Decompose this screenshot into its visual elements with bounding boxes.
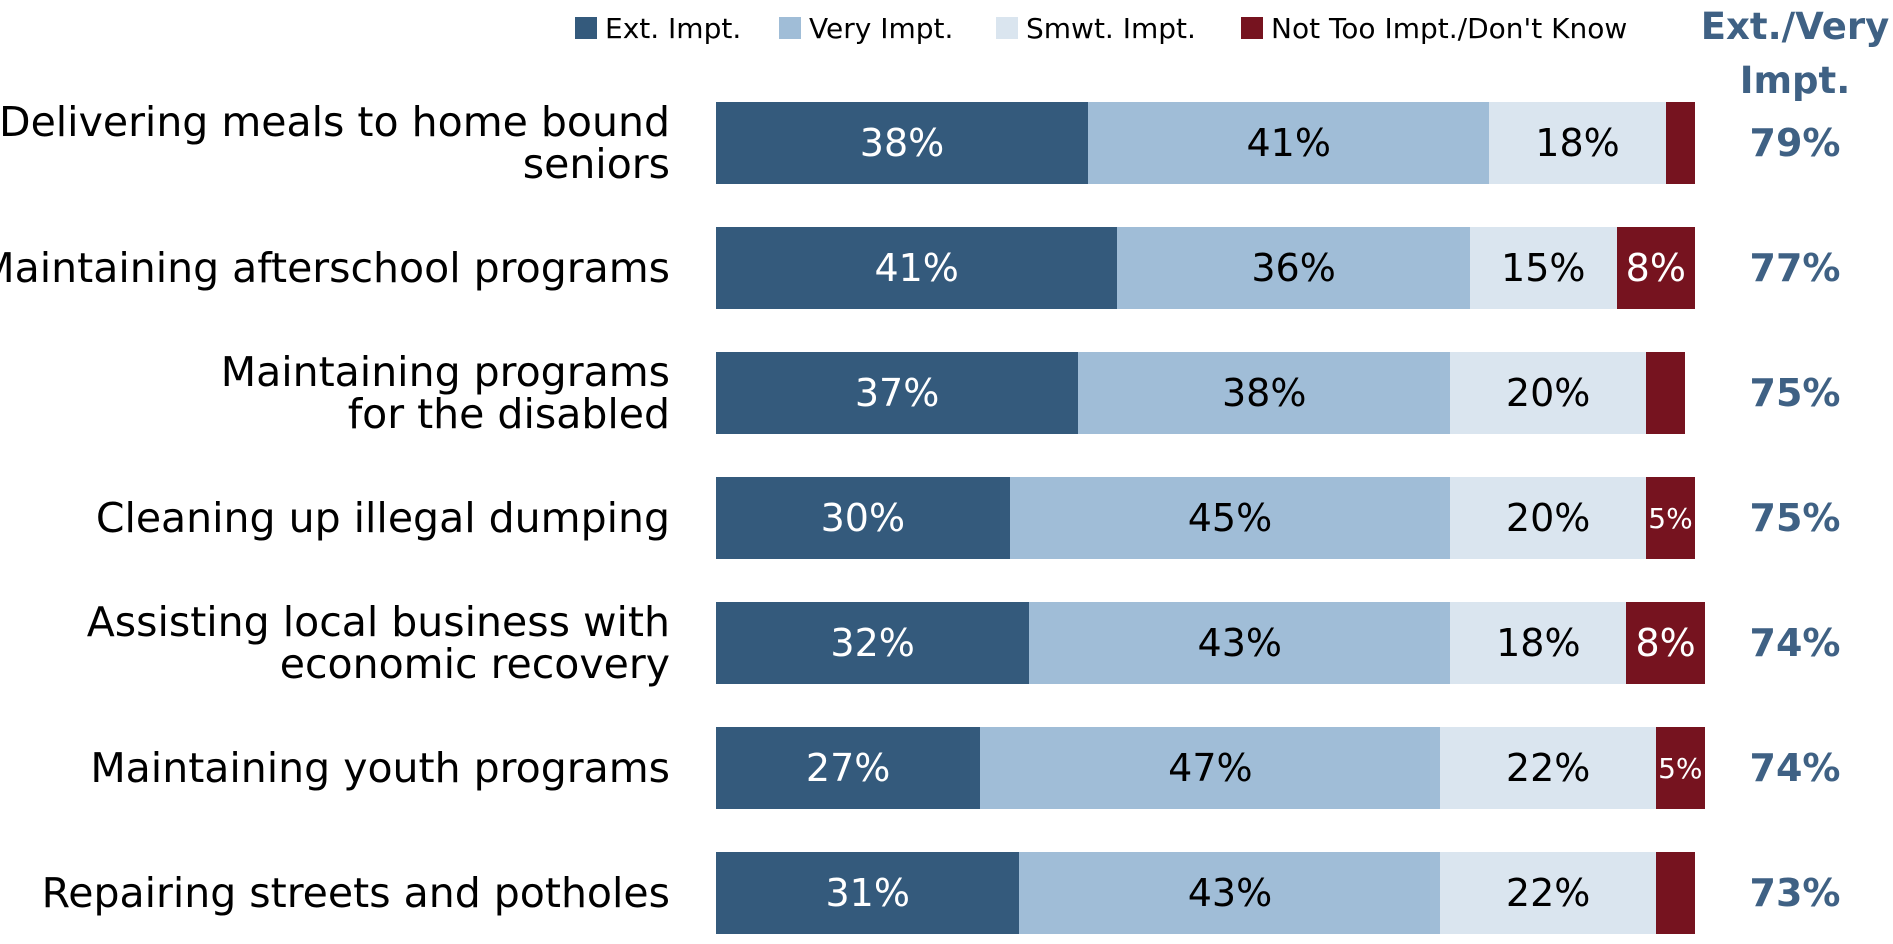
bar-segment: 27% bbox=[716, 727, 981, 809]
legend-swatch bbox=[996, 17, 1018, 39]
net-value: 77% bbox=[1749, 246, 1841, 290]
net-value: 74% bbox=[1749, 621, 1841, 665]
bar-segment: 47% bbox=[980, 727, 1441, 809]
value-label: 30% bbox=[820, 496, 906, 540]
value-label: 31% bbox=[825, 871, 910, 915]
bar-segment: 5% bbox=[1655, 727, 1705, 809]
bar-segment: 36% bbox=[1117, 227, 1470, 309]
bar-segment: 37% bbox=[716, 352, 1079, 434]
legend-label: Ext. Impt. bbox=[605, 11, 742, 45]
value-label: 18% bbox=[1496, 621, 1581, 665]
bar-segment: 5% bbox=[1646, 477, 1695, 559]
value-label: 45% bbox=[1187, 496, 1273, 540]
value-label: 22% bbox=[1505, 871, 1591, 915]
bar-segment: 15% bbox=[1469, 227, 1617, 309]
net-value: 75% bbox=[1749, 496, 1841, 540]
bar-segment bbox=[1646, 352, 1686, 434]
bar-segment: 18% bbox=[1450, 602, 1627, 684]
bar-segment: 18% bbox=[1489, 102, 1666, 184]
value-label: 15% bbox=[1501, 246, 1586, 290]
legend-item: Smwt. Impt. bbox=[996, 10, 1196, 46]
net-value: 75% bbox=[1749, 371, 1841, 415]
value-label: 20% bbox=[1505, 371, 1591, 415]
net-title: Ext./Very Impt. bbox=[1700, 5, 1890, 102]
legend-swatch bbox=[1241, 17, 1263, 39]
value-label: 8% bbox=[1625, 246, 1686, 290]
value-label: 43% bbox=[1187, 871, 1273, 915]
bar-segment: 22% bbox=[1440, 727, 1656, 809]
legend-item: Ext. Impt. bbox=[575, 10, 741, 46]
bar-segment: 20% bbox=[1450, 352, 1647, 434]
legend-swatch bbox=[575, 17, 597, 39]
bar-segment: 8% bbox=[1616, 227, 1695, 309]
legend-swatch bbox=[779, 17, 801, 39]
category-label: Assisting local business with economic r… bbox=[86, 598, 670, 688]
net-value: 79% bbox=[1749, 121, 1841, 165]
bar-segment: 45% bbox=[1009, 477, 1451, 559]
bar-segment: 8% bbox=[1626, 602, 1705, 684]
category-label: Cleaning up illegal dumping bbox=[95, 494, 670, 542]
value-label: 5% bbox=[1648, 501, 1693, 535]
category-label: Repairing streets and potholes bbox=[41, 869, 670, 917]
value-label: 20% bbox=[1505, 496, 1591, 540]
value-label: 47% bbox=[1168, 746, 1253, 790]
category-label: Maintaining afterschool programs bbox=[0, 244, 670, 292]
bar-segment: 22% bbox=[1440, 852, 1656, 934]
legend-label: Not Too Impt./Don't Know bbox=[1271, 11, 1628, 45]
legend-item: Very Impt. bbox=[779, 10, 953, 46]
value-label: 36% bbox=[1251, 246, 1336, 290]
value-label: 41% bbox=[874, 246, 959, 290]
value-label: 18% bbox=[1535, 121, 1620, 165]
bar-segment bbox=[1655, 852, 1695, 934]
category-label: Delivering meals to home bound seniors bbox=[0, 98, 670, 188]
category-label: Maintaining youth programs bbox=[90, 744, 670, 792]
bar-segment: 20% bbox=[1450, 477, 1647, 559]
legend-item: Not Too Impt./Don't Know bbox=[1241, 10, 1627, 46]
bar-segment: 31% bbox=[716, 852, 1020, 934]
bar-segment: 41% bbox=[716, 227, 1118, 309]
net-value: 73% bbox=[1749, 871, 1841, 915]
bar-segment: 41% bbox=[1088, 102, 1490, 184]
value-label: 41% bbox=[1246, 121, 1331, 165]
value-label: 37% bbox=[854, 371, 940, 415]
bar-segment: 43% bbox=[1019, 852, 1441, 934]
bar-segment: 30% bbox=[716, 477, 1010, 559]
value-label: 32% bbox=[830, 621, 915, 665]
legend-label: Very Impt. bbox=[809, 11, 954, 45]
bar-segment: 38% bbox=[716, 102, 1089, 184]
value-label: 8% bbox=[1635, 621, 1696, 665]
value-label: 5% bbox=[1658, 751, 1703, 785]
bar-segment bbox=[1665, 102, 1695, 184]
value-label: 38% bbox=[859, 121, 945, 165]
value-label: 43% bbox=[1197, 621, 1282, 665]
legend-label: Smwt. Impt. bbox=[1026, 11, 1196, 45]
category-label: Maintaining programs for the disabled bbox=[220, 348, 670, 438]
bar-segment: 38% bbox=[1078, 352, 1451, 434]
net-value: 74% bbox=[1749, 746, 1841, 790]
value-label: 27% bbox=[805, 746, 891, 790]
bar-segment: 32% bbox=[716, 602, 1030, 684]
value-label: 22% bbox=[1505, 746, 1591, 790]
value-label: 38% bbox=[1221, 371, 1307, 415]
bar-segment: 43% bbox=[1029, 602, 1451, 684]
